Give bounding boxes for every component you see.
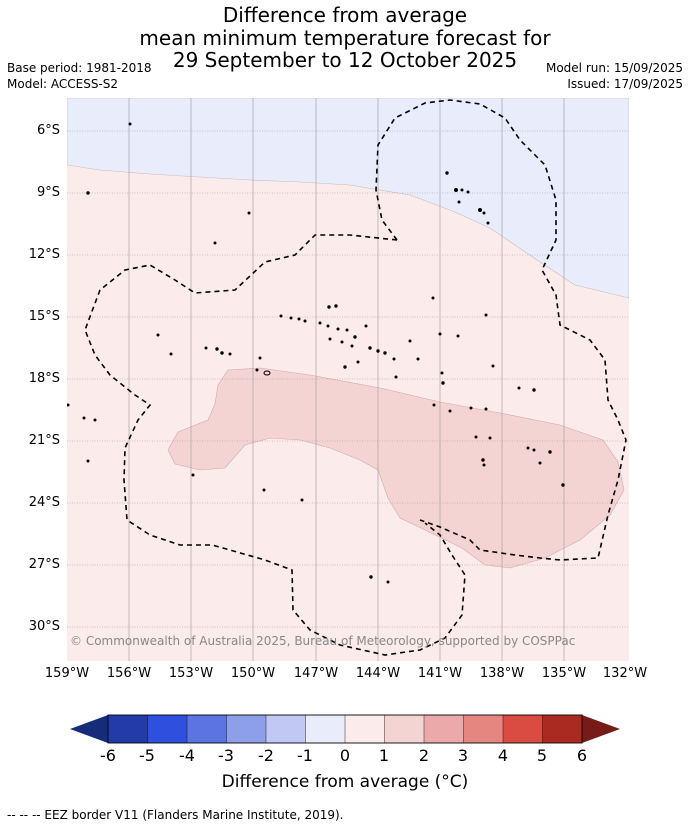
colorbar-cell — [226, 714, 267, 744]
lat-label: 24°S — [28, 495, 60, 510]
lat-label: 30°S — [28, 619, 60, 634]
title-line-3: 29 September to 12 October 2025 — [172, 48, 518, 72]
colorbar-tick: -3 — [218, 746, 234, 765]
cool-region — [67, 98, 629, 299]
colorbar-under-arrow — [70, 715, 108, 743]
colorbar-tick: -6 — [100, 746, 116, 765]
lat-label: 21°S — [28, 433, 60, 448]
colorbar — [70, 714, 620, 744]
lon-label: 153°W — [168, 666, 214, 681]
colorbar-title: Difference from average (°C) — [221, 772, 469, 792]
colorbar-cell — [502, 714, 544, 744]
colorbar-cell — [305, 714, 346, 744]
colorbar-tick: -5 — [139, 746, 155, 765]
lat-label: 12°S — [28, 247, 60, 262]
colorbar-cell — [147, 714, 188, 744]
eez-footnote: -- -- -- EEZ border V11 (Flanders Marine… — [7, 808, 344, 822]
colorbar-tick: 3 — [457, 746, 469, 765]
model-name: Model: ACCESS-S2 — [7, 77, 119, 91]
colorbar-cell — [186, 714, 228, 744]
colorbar-cell — [463, 714, 504, 744]
colorbar-tick: 1 — [378, 746, 390, 765]
eez-border — [84, 99, 627, 656]
meta-right: Model run: 15/09/2025 Issued: 17/09/2025 — [546, 60, 683, 92]
colorbar-tick: -4 — [179, 746, 195, 765]
lon-label: 150°W — [230, 666, 276, 681]
colorbar-tick: 0 — [339, 746, 351, 765]
colorbar-cell — [423, 714, 465, 744]
colorbar-cell — [542, 714, 583, 744]
lon-label: 132°W — [602, 666, 648, 681]
lat-label: 15°S — [28, 309, 60, 324]
lon-label: 147°W — [293, 666, 339, 681]
colorbar-tick: -2 — [258, 746, 274, 765]
lat-label: 6°S — [36, 123, 60, 138]
copyright-notice: © Commonwealth of Australia 2025, Bureau… — [70, 634, 576, 648]
grid-lines — [67, 130, 629, 628]
colorbar-cell — [265, 714, 307, 744]
meta-left: Base period: 1981-2018 Model: ACCESS-S2 — [7, 60, 152, 92]
model-run: Model run: 15/09/2025 — [545, 61, 683, 75]
colorbar-outline — [107, 714, 583, 744]
colorbar-over-arrow — [582, 715, 620, 743]
colorbar-tick: 4 — [497, 746, 509, 765]
lon-label: 141°W — [417, 666, 463, 681]
meridian-lines — [128, 98, 565, 661]
lat-label: 27°S — [28, 557, 60, 572]
lat-label: 18°S — [28, 371, 60, 386]
title-line-2: mean minimum temperature forecast for — [139, 26, 551, 50]
colorbar-tick: 2 — [418, 746, 430, 765]
colorbar-tick: 5 — [536, 746, 548, 765]
title-line-1: Difference from average — [222, 3, 468, 27]
base-period: Base period: 1981-2018 — [7, 61, 152, 75]
colorbar-tick: -1 — [297, 746, 313, 765]
lon-label: 138°W — [479, 666, 525, 681]
warm-anomaly-region — [167, 367, 625, 569]
islands — [67, 122, 565, 584]
lon-label: 135°W — [541, 666, 587, 681]
colorbar-cell — [384, 714, 425, 744]
lon-label: 144°W — [355, 666, 401, 681]
colorbar-tick: 6 — [576, 746, 588, 765]
lat-label: 9°S — [36, 185, 60, 200]
colorbar-cell — [344, 714, 386, 744]
lon-label: 156°W — [106, 666, 152, 681]
issued-date: Issued: 17/09/2025 — [567, 77, 683, 91]
lon-label: 159°W — [44, 666, 90, 681]
colorbar-cell — [107, 714, 149, 744]
